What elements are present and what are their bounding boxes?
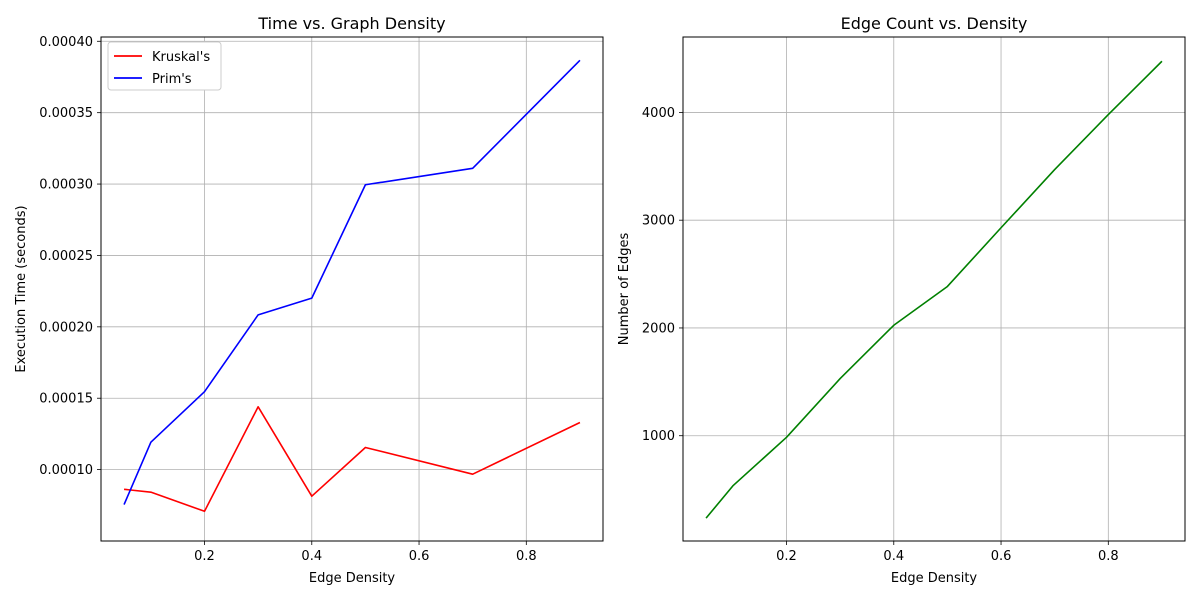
chart-title: Edge Count vs. Density [841, 14, 1028, 33]
plot-frame [682, 36, 1186, 542]
y-tick-label: 0.00015 [39, 392, 93, 407]
legend-label-kruskal: Kruskal's [152, 50, 210, 65]
x-tick-label: 0.6 [409, 549, 430, 564]
x-tick-label: 0.8 [1098, 549, 1119, 564]
y-axis-label: Number of Edges [617, 233, 632, 346]
y-tick-label: 0.00025 [39, 249, 93, 264]
legend-label-prim: Prim's [152, 72, 192, 87]
y-tick-label: 3000 [642, 214, 675, 229]
y-tick-label: 0.00030 [39, 178, 93, 193]
x-tick-label: 0.4 [301, 549, 322, 564]
y-axis-label: Execution Time (seconds) [14, 205, 29, 372]
axis-ticks: 0.2 0.4 0.6 0.8 0.00010 0.00015 0.00020 0.00025… [39, 35, 536, 564]
plot-frame [100, 36, 604, 542]
y-tick-label: 0.00040 [39, 35, 93, 50]
time-vs-density-chart: Time vs. Graph Density 0.2 0.4 0.6 0.8 0.000… [14, 14, 604, 586]
series-line-kruskal-s [123, 405, 581, 513]
x-tick-label: 0.2 [194, 549, 215, 564]
y-tick-label: 4000 [642, 106, 675, 121]
grid [683, 37, 1185, 541]
y-tick-label: 0.00010 [39, 463, 93, 478]
y-tick-label: 0.00035 [39, 106, 93, 121]
y-tick-label: 2000 [642, 321, 675, 336]
x-tick-label: 0.2 [776, 549, 797, 564]
y-tick-label: 0.00020 [39, 320, 93, 335]
edge-count-vs-density-chart: Edge Count vs. Density 0.2 0.4 0.6 0.8 1000 2… [617, 14, 1186, 586]
series-line-edge-count [705, 60, 1163, 519]
chart-title: Time vs. Graph Density [257, 14, 445, 33]
x-tick-label: 0.6 [991, 549, 1012, 564]
y-tick-label: 1000 [642, 429, 675, 444]
axis-ticks: 0.2 0.4 0.6 0.8 1000 2000 3000 4000 [642, 106, 1119, 564]
series-line-prim-s [123, 59, 581, 505]
grid [101, 37, 603, 541]
series-lines [705, 60, 1163, 519]
x-axis-label: Edge Density [309, 571, 396, 586]
series-lines [123, 59, 581, 513]
x-tick-label: 0.4 [883, 549, 904, 564]
x-tick-label: 0.8 [516, 549, 537, 564]
x-axis-label: Edge Density [891, 571, 978, 586]
legend: Kruskal's Prim's [107, 41, 222, 91]
